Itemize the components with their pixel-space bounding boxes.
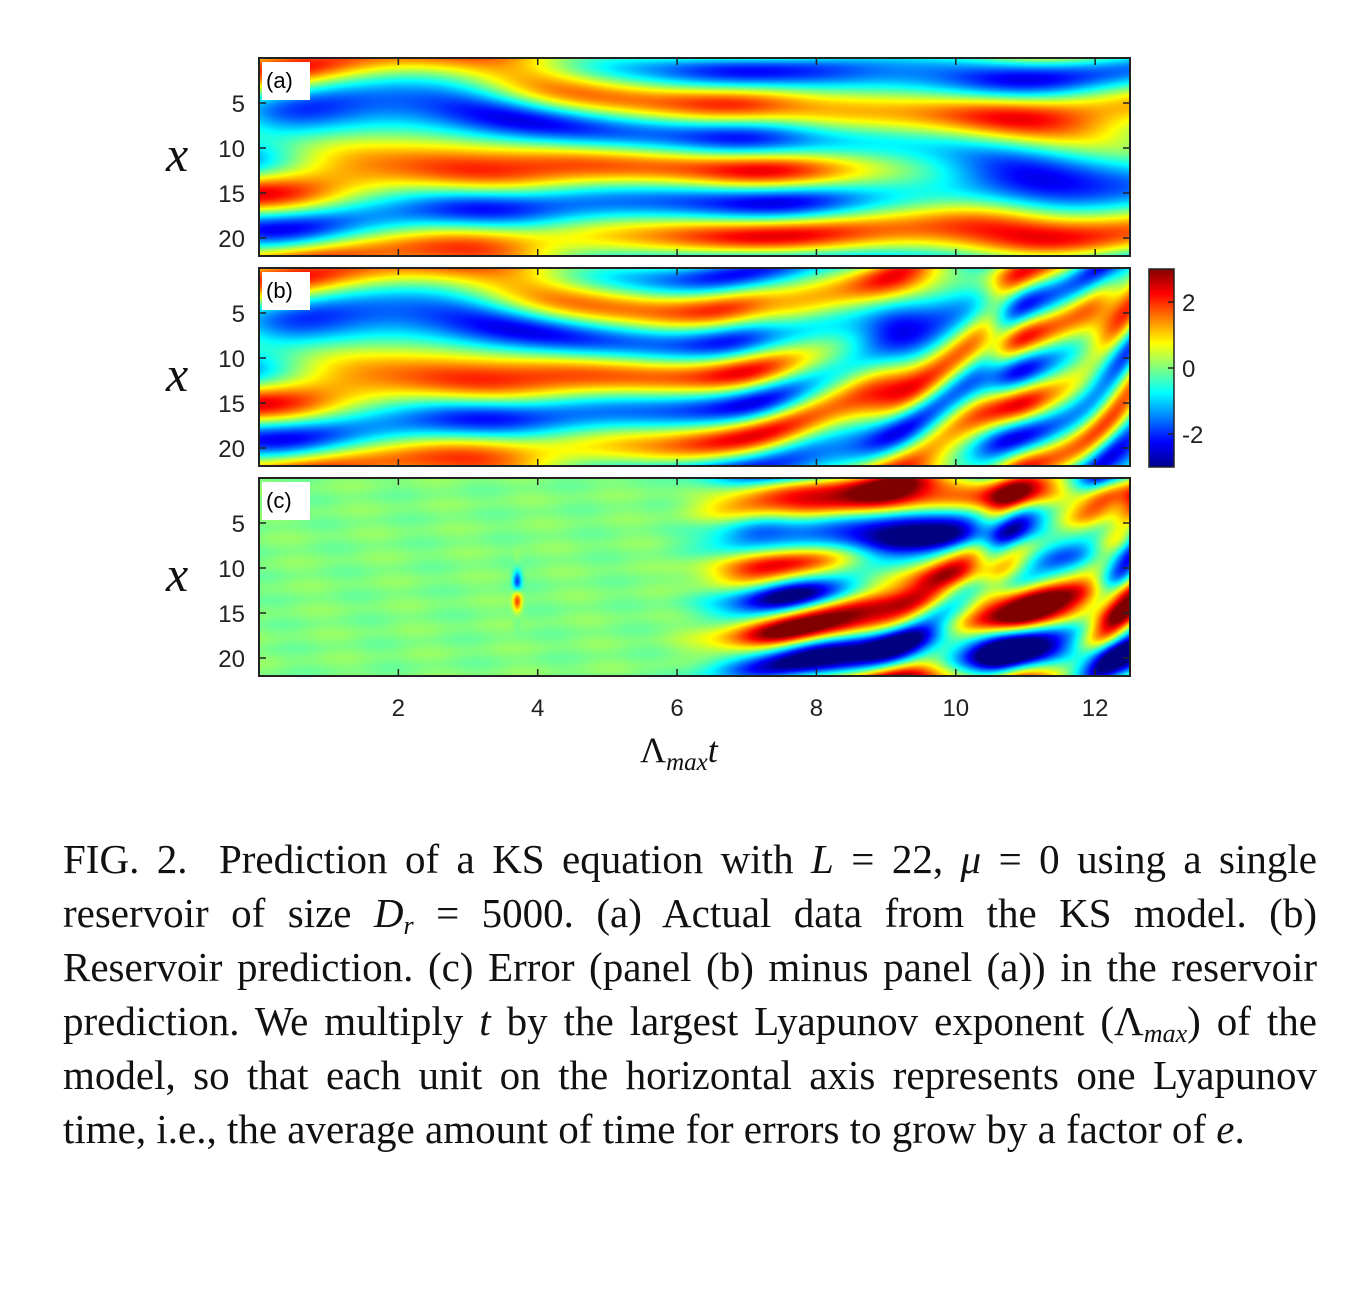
panel-a-frame [258,57,1131,257]
panel-c-xticks: 2 4 6 8 10 12 [392,695,1109,722]
panel-a-ytick-label: 15 [218,181,245,208]
heatmap-b [259,268,1130,466]
panel-a-ytick-label: 5 [232,91,245,118]
panel-c-yticks: 5 10 15 20 [218,478,1130,676]
panel-b: (b) 5 10 15 20 x [165,267,1131,467]
panel-a-label: (a) [266,68,293,93]
panel-b-ytick-label: 10 [218,346,245,373]
panel-a-ytick-label: 10 [218,136,245,163]
panel-a: (a) 5 10 15 20 x [165,57,1131,257]
panel-a-label-bg [262,62,310,100]
colorbar-tick-label: 2 [1182,290,1195,317]
panel-c-ytick-label: 15 [218,601,245,628]
heatmap-a [259,58,1130,256]
panel-b-frame [258,267,1131,467]
caption-lead: FIG. 2. [63,836,188,882]
colorbar: 2 0 -2 [1148,268,1203,468]
colorbar-ticks: 2 0 -2 [1168,290,1203,449]
xtick-label: 2 [392,695,405,722]
caption-text-4: = 5000. (a) Actual data from the KS mode… [63,890,1317,1044]
xtick-label: 8 [810,695,823,722]
caption-var-mu: μ [960,836,982,882]
caption-var-L: L [811,836,834,882]
panel-c-label-bg [262,482,310,520]
panel-b-ytick-label: 15 [218,391,245,418]
caption-text-7: . [1234,1106,1245,1152]
panel-c: (c) 5 10 15 20 x 2 4 6 8 10 12 [165,477,1131,722]
xtick-label: 4 [531,695,544,722]
panel-b-label-bg [262,272,310,310]
xtick-label: 12 [1082,695,1109,722]
colorbar-tick-label: -2 [1182,422,1203,449]
caption-var-t: t [479,998,491,1044]
panel-b-label: (b) [266,278,293,303]
panel-c-ytick-label: 5 [232,511,245,538]
heatmap-c [259,478,1130,676]
caption-text-6: ) of the model, so that each unit on the… [63,998,1317,1152]
panel-c-frame [258,477,1131,677]
panel-b-ytick-label: 20 [218,436,245,463]
xtick-label: 6 [670,695,683,722]
caption-text-3: = 0 using a single reservoir of size [63,836,1317,936]
panel-c-ytick-label: 20 [218,646,245,673]
figure-caption: FIG. 2. Prediction of a KS equation with… [63,832,1317,1156]
panel-a-yticks: 5 10 15 20 [218,58,1130,256]
caption-text-1: Prediction of a KS equation with [218,836,812,882]
panel-b-ylabel: x [165,346,188,402]
panel-c-ytick-label: 10 [218,556,245,583]
panel-a-ylabel: x [165,126,188,182]
caption-var-e: e [1216,1106,1235,1152]
caption-lambda-sub: max [1143,1019,1188,1048]
x-axis-label: Λmaxt [640,730,719,776]
panel-b-yticks: 5 10 15 20 [218,268,1130,466]
panel-c-label: (c) [266,488,292,513]
panel-c-ylabel: x [165,546,188,602]
caption-var-D: D [373,890,404,936]
caption-text-5: by the largest Lyapunov exponent (Λ [490,998,1144,1044]
panel-a-ytick-label: 20 [218,226,245,253]
caption-var-D-sub: r [403,911,414,940]
colorbar-tick-label: 0 [1182,356,1195,383]
panel-b-ytick-label: 5 [232,301,245,328]
xtick-label: 10 [942,695,969,722]
caption-text-2: = 22, [833,836,961,882]
